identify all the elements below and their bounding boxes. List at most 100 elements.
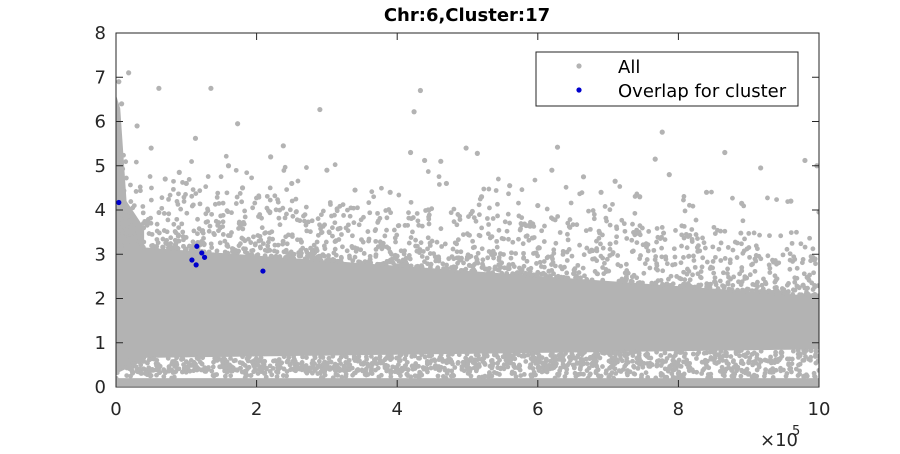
cloud-dot	[560, 248, 566, 254]
cloud-dot	[687, 232, 693, 238]
cloud-dot	[389, 355, 394, 361]
cloud-dot	[160, 244, 166, 250]
cloud-dot	[680, 375, 686, 381]
cloud-dot	[356, 222, 362, 228]
cloud-dot	[747, 272, 753, 278]
cloud-dot	[403, 363, 409, 368]
cloud-dot	[594, 238, 599, 244]
point-all	[289, 180, 295, 187]
cloud-dot	[249, 252, 255, 257]
cloud-dot	[816, 209, 819, 215]
point-all	[549, 167, 555, 173]
cloud-dot	[629, 274, 635, 280]
cloud-dot	[762, 370, 768, 376]
cloud-dot	[671, 360, 677, 366]
cloud-dot	[521, 352, 527, 358]
cloud-dot	[165, 355, 171, 361]
cloud-dot	[654, 349, 659, 355]
point-overlap	[193, 262, 199, 268]
cloud-dot	[695, 249, 701, 254]
cloud-dot	[450, 372, 456, 378]
cloud-dot	[326, 230, 332, 236]
cloud-dot	[774, 284, 779, 290]
cloud-dot	[265, 243, 271, 249]
cloud-dot	[359, 237, 364, 243]
cloud-dot	[468, 253, 474, 259]
cloud-dot	[241, 246, 247, 252]
point-all	[176, 169, 182, 175]
cloud-dot	[284, 211, 289, 217]
point-all	[134, 123, 140, 129]
cloud-dot	[534, 261, 539, 266]
cloud-dot	[401, 251, 407, 257]
cloud-dot	[367, 210, 373, 216]
cloud-dot	[373, 252, 379, 258]
cloud-dot	[140, 221, 146, 226]
cloud-dot	[272, 242, 278, 248]
cloud-dot	[312, 353, 318, 359]
cloud-dot	[564, 258, 570, 263]
cloud-dot	[487, 205, 492, 211]
cloud-dot	[578, 371, 584, 377]
cloud-dot	[174, 362, 180, 368]
cloud-dot	[372, 228, 378, 234]
cloud-dot	[739, 368, 745, 374]
cloud-dot	[564, 270, 570, 276]
cloud-dot	[571, 364, 577, 370]
cloud-dot	[476, 356, 482, 362]
cloud-dot	[784, 246, 790, 252]
cloud-dot	[320, 355, 326, 360]
cloud-dot	[506, 266, 512, 272]
cloud-dot	[291, 367, 297, 373]
cloud-dot	[614, 224, 619, 230]
cloud-dot	[432, 358, 438, 364]
cloud-dot	[284, 187, 290, 192]
background-point-cloud	[116, 94, 819, 386]
cloud-dot	[606, 374, 612, 380]
cloud-dot	[620, 278, 626, 284]
cloud-dot	[696, 284, 702, 290]
cloud-dot	[470, 238, 476, 244]
cloud-dot	[812, 374, 818, 380]
cloud-dot	[654, 263, 660, 269]
cloud-dot	[502, 219, 508, 225]
cloud-dot	[480, 257, 486, 263]
cloud-dot	[795, 284, 801, 290]
x-exponent-power: 5	[792, 424, 800, 439]
cloud-dot	[623, 261, 629, 267]
cloud-dot	[442, 266, 447, 272]
point-all	[162, 176, 168, 182]
cloud-dot	[509, 250, 514, 256]
cloud-dot	[792, 256, 798, 262]
cloud-dot	[302, 218, 307, 224]
cloud-dot	[647, 360, 653, 366]
cloud-dot	[506, 191, 511, 197]
cloud-dot	[513, 251, 519, 256]
cloud-dot	[179, 369, 185, 375]
cloud-dot	[203, 184, 209, 190]
cloud-dot	[324, 363, 330, 369]
x-exponent-label: ×10 5	[760, 424, 800, 451]
cloud-dot	[552, 217, 558, 223]
cloud-dot	[242, 214, 248, 220]
cloud-dot	[681, 194, 687, 199]
cloud-dot	[607, 241, 613, 247]
cloud-dot	[550, 260, 556, 265]
cloud-dot	[170, 186, 176, 192]
cloud-dot	[196, 226, 202, 232]
cloud-dot	[280, 241, 286, 247]
cloud-dot	[772, 279, 778, 285]
cloud-dot	[138, 371, 144, 376]
cloud-dot	[577, 360, 583, 366]
cloud-dot	[412, 353, 418, 359]
cloud-dot	[190, 239, 196, 245]
cloud-dot	[517, 367, 523, 373]
cloud-dot	[377, 358, 383, 364]
cloud-dot	[800, 257, 806, 262]
cloud-dot	[366, 200, 372, 206]
cloud-dot	[454, 241, 460, 247]
point-all	[788, 198, 794, 204]
cloud-dot	[352, 254, 358, 260]
legend-marker-all	[576, 63, 582, 69]
cloud-dot	[506, 236, 511, 242]
